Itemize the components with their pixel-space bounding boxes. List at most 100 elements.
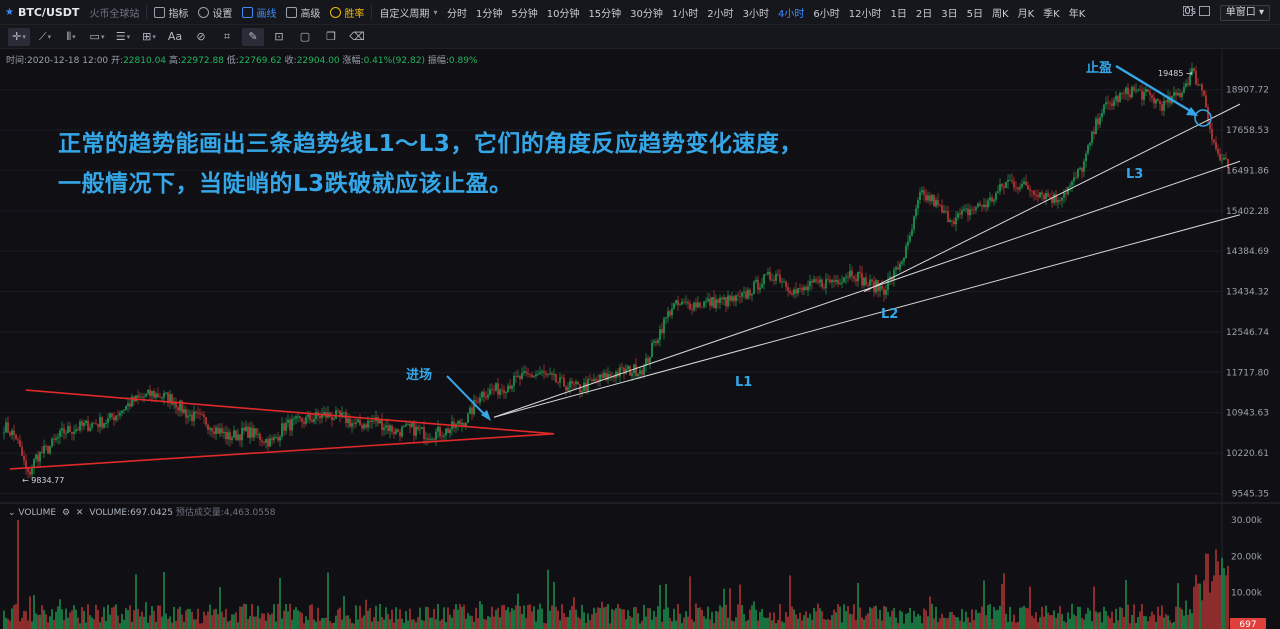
candle-body — [847, 276, 849, 278]
candle-body — [737, 295, 739, 297]
volume-bar — [371, 621, 373, 629]
timeframe-11[interactable]: 12小时 — [848, 8, 882, 20]
candle-body — [939, 205, 941, 206]
candle-body — [783, 281, 785, 283]
layout-dropdown[interactable]: 单窗口 ▾ — [1219, 5, 1270, 21]
candle-body — [1027, 185, 1029, 190]
candle-body — [529, 374, 531, 375]
timeframe-13[interactable]: 2日 — [915, 8, 933, 20]
candle-body — [739, 296, 741, 297]
volume-bar — [791, 606, 793, 629]
hide-tool-icon[interactable]: ▢ — [299, 30, 311, 43]
volume-bar — [1069, 618, 1071, 629]
timeframe-8[interactable]: 3小时 — [742, 8, 770, 20]
copy-tool-icon[interactable]: ❐ — [326, 30, 336, 43]
chevron-down-icon[interactable]: ⌄ — [8, 508, 19, 518]
volume-bar — [631, 617, 633, 629]
volume-bar — [661, 621, 663, 629]
crosshair-tool-icon[interactable]: ✛ — [8, 27, 30, 46]
timeframe-3[interactable]: 10分钟 — [546, 8, 580, 20]
timeframe-10[interactable]: 6小时 — [813, 8, 840, 20]
volume-bar — [1031, 615, 1033, 629]
winrate-button[interactable]: 胜率 — [325, 0, 369, 25]
settings-icon[interactable]: ⚙ — [61, 508, 71, 518]
volume-bar — [253, 616, 255, 629]
candle-body — [521, 373, 523, 380]
pen-tool-icon[interactable]: ✎ — [242, 27, 264, 46]
star-icon[interactable]: ★ — [5, 6, 14, 18]
volume-bar — [665, 584, 667, 629]
fullscreen-icon[interactable] — [1183, 6, 1193, 16]
volume-bar — [193, 619, 195, 629]
close-icon[interactable]: ✕ — [75, 508, 84, 518]
parallel-channel-tool-icon[interactable]: ⦀ — [60, 28, 82, 46]
candle-body — [579, 384, 581, 393]
volume-bar — [343, 595, 345, 629]
timeframe-16[interactable]: 周K — [992, 8, 1009, 20]
ruler-tool-icon[interactable]: ⌗ — [223, 29, 231, 43]
timeframe-9[interactable]: 4小时 — [778, 8, 805, 20]
volume-bar — [195, 619, 197, 629]
candle-body — [23, 455, 25, 461]
volume-bar — [207, 611, 209, 629]
text-tool-icon[interactable]: Aa — [167, 30, 183, 43]
trendline-tool-icon[interactable]: ⟋ — [34, 28, 56, 46]
custom-period-dropdown[interactable]: 自定义周期 ▾ — [374, 0, 442, 25]
timeframe-0[interactable]: 分时 — [446, 8, 467, 20]
delete-tool-icon[interactable]: ⌫ — [349, 30, 365, 43]
candle-body — [447, 428, 449, 434]
indicators-button[interactable]: 指标 — [149, 0, 193, 25]
candle-body — [727, 295, 729, 307]
candle-body — [591, 379, 593, 382]
candle-body — [249, 427, 251, 438]
volume-bar — [861, 617, 863, 629]
drawing-button[interactable]: 画线 — [237, 0, 281, 25]
magnet-tool-icon[interactable]: ⊘ — [196, 30, 206, 43]
candle-body — [935, 200, 937, 207]
fibonacci-tool-icon[interactable]: ☰ — [112, 28, 134, 46]
timeframe-4[interactable]: 15分钟 — [588, 8, 622, 20]
volume-bar — [853, 604, 855, 629]
timeframe-1[interactable]: 1分钟 — [475, 8, 503, 20]
volume-bar — [607, 604, 609, 629]
lock-tool-icon[interactable]: ⊡ — [274, 30, 284, 43]
volume-bar — [549, 610, 551, 629]
volume-bar — [977, 613, 979, 629]
volume-bar — [361, 617, 363, 629]
price-high-label: 19485 → — [1158, 69, 1193, 78]
timeframe-19[interactable]: 年K — [1068, 8, 1086, 20]
candle-body — [1163, 101, 1165, 111]
timeframe-12[interactable]: 1日 — [890, 8, 907, 20]
volume-bar — [417, 617, 419, 629]
volume-bar — [319, 620, 321, 629]
timeframe-14[interactable]: 3日 — [941, 8, 958, 20]
volume-bar — [37, 614, 39, 629]
timeframe-2[interactable]: 5分钟 — [511, 8, 538, 20]
candlestick-chart[interactable]: 18907.72 17658.53 16491.86 15402.28 14384.69… — [0, 49, 1280, 629]
candle-body — [1057, 200, 1059, 203]
timeframe-5[interactable]: 30分钟 — [630, 8, 663, 20]
timeframe-15[interactable]: 5日 — [966, 8, 984, 20]
timeframe-6[interactable]: 1小时 — [671, 8, 699, 20]
timeframe-17[interactable]: 月K — [1017, 8, 1035, 20]
timeframe-18[interactable]: 季K — [1043, 8, 1060, 20]
low-label: 低: — [226, 56, 239, 66]
volume-bar — [1077, 606, 1079, 629]
volume-bar — [1187, 614, 1189, 629]
candle-body — [141, 396, 143, 398]
window-icon[interactable] — [1199, 6, 1210, 16]
candle-body — [805, 286, 807, 291]
timeframe-7[interactable]: 2小时 — [707, 8, 734, 20]
volume-bar — [239, 606, 241, 629]
candle-body — [117, 415, 119, 417]
symbol-selector[interactable]: ★ BTC/USDT — [0, 0, 84, 25]
candle-body — [803, 286, 805, 291]
rectangle-tool-icon[interactable]: ▭ — [86, 28, 108, 46]
volume-bar — [1159, 615, 1161, 629]
candle-body — [821, 279, 823, 288]
settings-button[interactable]: 设置 — [193, 0, 237, 25]
measure-tool-icon[interactable]: ⊞ — [138, 28, 160, 46]
volume-bar — [699, 607, 701, 629]
volume-bar — [1145, 616, 1147, 629]
advanced-button[interactable]: 高级 — [281, 0, 325, 25]
